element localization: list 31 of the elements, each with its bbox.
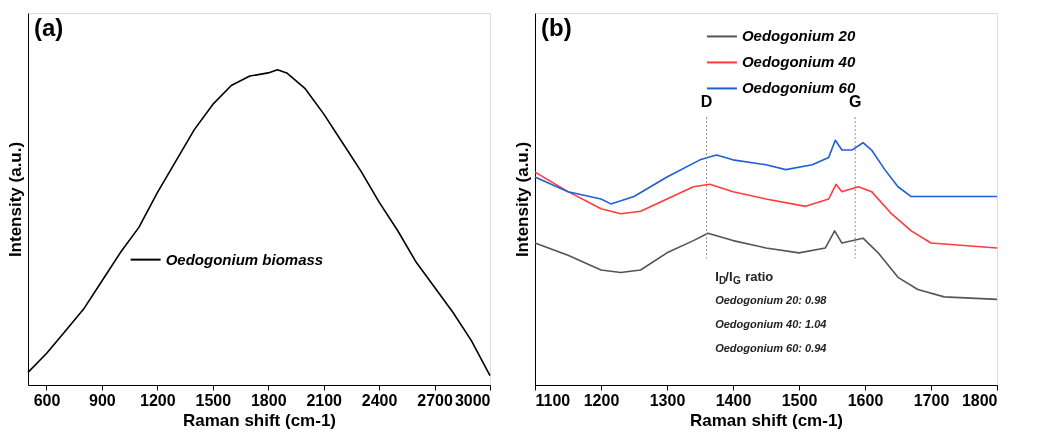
x-axis-title: Raman shift (cm-1): [689, 410, 844, 430]
y-axis-title: Intensity (a.u.): [512, 141, 532, 258]
x-tick-label: 1300: [649, 391, 686, 409]
x-tick-label: 1600: [847, 391, 884, 409]
annotation: Oedogonium 40: 1.04: [715, 318, 827, 331]
x-axis-title: Raman shift (cm-1): [182, 410, 337, 430]
annotation: Oedogonium 20: 0.98: [715, 294, 828, 307]
x-tick-label: 1700: [913, 391, 950, 409]
ref-line-label: G: [848, 92, 862, 110]
x-tick-label: 1800: [250, 391, 287, 409]
x-tick-label: 600: [33, 391, 61, 409]
x-tick-label: 1800: [961, 391, 998, 409]
x-tick-label: 1200: [140, 391, 176, 409]
legend-label: Oedogonium biomass: [165, 250, 324, 268]
x-tick-label: 900: [89, 391, 116, 409]
annotation: Oedogonium 60: 0.94: [715, 342, 827, 355]
x-tick-label: 1500: [781, 391, 818, 409]
x-tick-label: 1100: [535, 391, 571, 409]
legend-label: Oedogonium 40: [741, 53, 856, 71]
x-tick-label: 2100: [306, 391, 343, 409]
x-tick-label: 1500: [195, 391, 232, 409]
x-tick-label: 2700: [417, 391, 453, 409]
x-tick-label: 3000: [454, 391, 491, 409]
chart-title: (b): [541, 14, 572, 41]
chart-title: (a): [34, 14, 64, 41]
legend-label: Oedogonium 20: [741, 27, 856, 45]
ref-line-label: D: [700, 92, 713, 110]
x-tick-label: 2400: [361, 391, 398, 409]
x-tick-label: 1200: [583, 391, 620, 409]
x-tick-label: 1400: [715, 391, 752, 409]
y-axis-title: Intensity (a.u.): [5, 141, 25, 258]
